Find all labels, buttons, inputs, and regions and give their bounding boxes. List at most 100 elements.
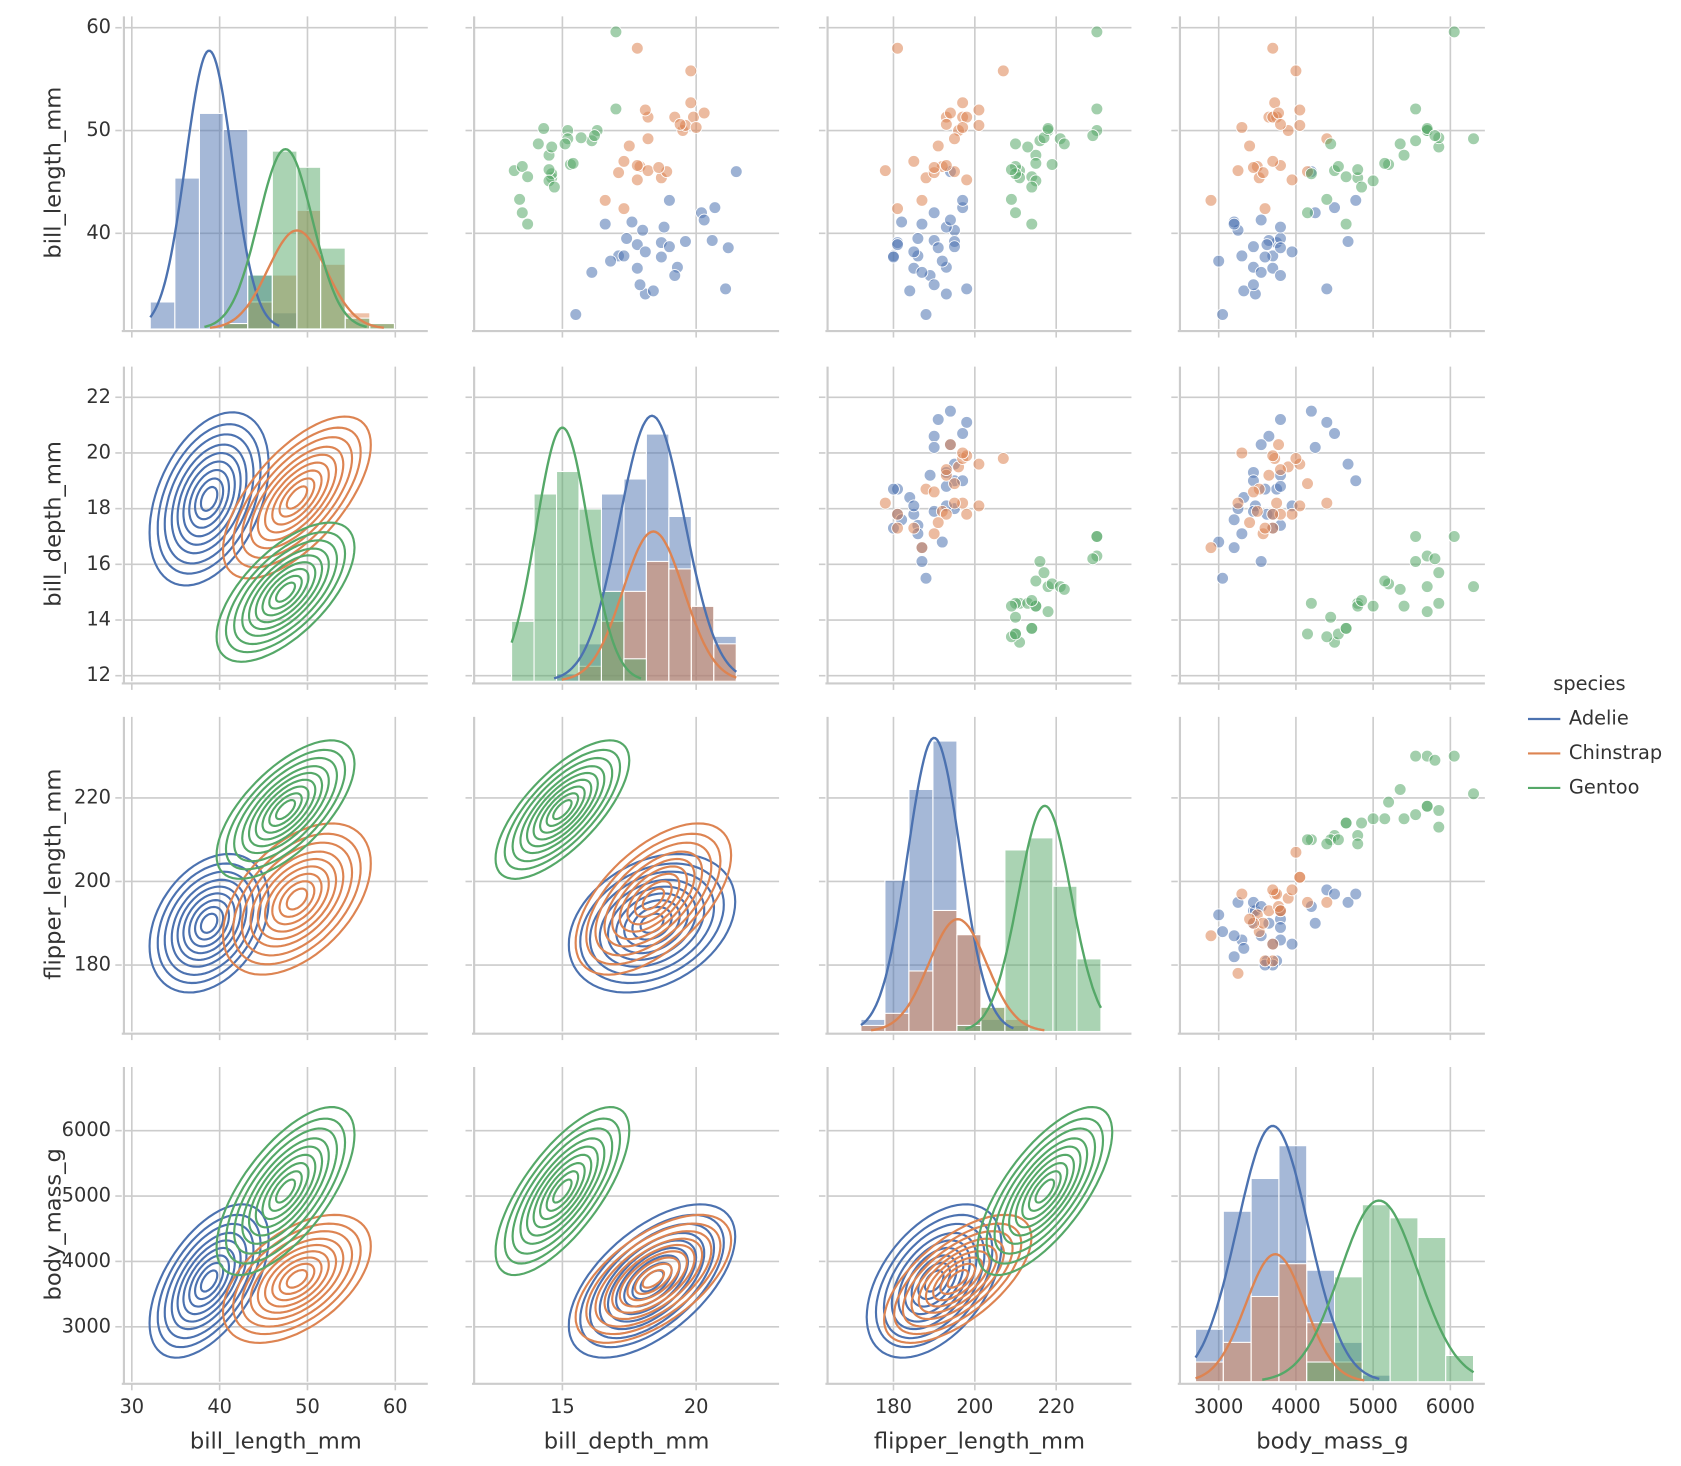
marks <box>148 411 372 663</box>
scatter-point <box>1090 102 1104 116</box>
scatter-point <box>927 441 941 454</box>
y-tick-label: 220 <box>74 785 111 808</box>
scatter-point <box>1409 134 1422 148</box>
density-contour <box>985 1117 1105 1265</box>
density-contour <box>247 771 324 848</box>
scatter-point <box>939 117 953 131</box>
scatter-point <box>721 241 735 255</box>
scatter-point <box>630 173 644 187</box>
scatter-point <box>1328 887 1341 901</box>
scatter-point <box>1378 574 1392 588</box>
scatter-point <box>931 241 945 255</box>
scatter-point <box>887 250 900 264</box>
scatter-point <box>1339 170 1353 184</box>
density-contour <box>511 756 614 863</box>
scatter-point <box>1339 816 1353 830</box>
scatter-point <box>1467 132 1480 146</box>
density-contour <box>494 1105 631 1277</box>
scatter-point <box>1272 438 1285 451</box>
histogram-bar <box>668 568 692 682</box>
scatter-point <box>1447 530 1461 543</box>
density-contour <box>976 1105 1114 1277</box>
density-curve <box>860 736 1014 1030</box>
scatter-point <box>1397 148 1411 162</box>
panel <box>1171 16 1485 338</box>
density-contour <box>247 1145 324 1237</box>
scatter-point <box>1231 164 1245 177</box>
histogram-bar <box>1250 1295 1280 1382</box>
density-contour <box>170 1231 248 1331</box>
density-contour <box>249 850 345 948</box>
density-contour <box>285 887 309 911</box>
scatter-point <box>585 266 599 279</box>
scatter-point <box>1432 820 1446 834</box>
histogram-bar <box>555 470 580 682</box>
legend-label: Chinstrap <box>1569 741 1662 764</box>
density-contour <box>924 1250 991 1308</box>
scatter-point <box>1041 605 1055 619</box>
density-contour <box>274 799 297 821</box>
scatter-point <box>878 496 892 510</box>
scatter-point <box>1420 122 1434 135</box>
scatter-point <box>1341 457 1355 471</box>
scatter-point <box>891 238 904 251</box>
density-contour <box>882 1222 986 1340</box>
density-contour <box>278 880 316 918</box>
marks <box>1204 25 1480 321</box>
scatter-point <box>625 215 639 229</box>
density-contour <box>224 531 347 654</box>
scatter-point <box>948 132 961 146</box>
panel: 12 14 16 18 20 22 bill_depth_mm <box>40 366 428 690</box>
scatter-point <box>915 266 929 279</box>
density-contour <box>256 1243 338 1314</box>
scatter-point <box>1349 887 1363 901</box>
marks <box>865 1105 1114 1359</box>
scatter-point <box>1409 530 1422 543</box>
scatter-point <box>1247 278 1260 292</box>
scatter-point <box>878 164 892 177</box>
scatter-point <box>548 180 561 194</box>
density-contour <box>910 1237 1006 1321</box>
y-axis-label: bill_depth_mm <box>40 441 66 607</box>
scatter-point <box>673 117 687 131</box>
scatter-point <box>1420 580 1434 593</box>
scatter-point <box>1378 157 1392 170</box>
scatter-point <box>1262 468 1276 482</box>
density-contour <box>618 1250 689 1308</box>
density-contour <box>594 841 713 957</box>
marks <box>148 1106 372 1359</box>
scatter-point <box>689 121 703 134</box>
scatter-point <box>887 482 900 496</box>
scatter-point <box>891 521 904 535</box>
density-contour <box>261 1161 310 1221</box>
scatter-point <box>1204 929 1218 943</box>
scatter-point <box>617 249 631 263</box>
scatter-point <box>907 245 921 259</box>
density-contour <box>585 1222 722 1336</box>
scatter-point <box>1301 833 1314 847</box>
scatter-point <box>956 427 969 440</box>
density-contour <box>285 485 309 510</box>
scatter-point <box>960 507 974 521</box>
scatter-point <box>956 446 969 460</box>
density-curve <box>209 229 385 329</box>
density-curve <box>561 530 737 681</box>
scatter-point <box>1274 480 1287 493</box>
marks <box>507 25 743 321</box>
density-curve <box>870 918 1045 1032</box>
scatter-point <box>911 232 925 245</box>
y-tick-label: 18 <box>86 496 111 519</box>
scatter-point <box>1289 845 1303 859</box>
histogram-bar <box>1076 958 1102 1032</box>
density-curve <box>204 147 367 329</box>
legend-label: Gentoo <box>1569 775 1640 798</box>
scatter-point <box>1212 254 1226 268</box>
density-contour <box>545 1170 580 1212</box>
scatter-point <box>1320 415 1334 429</box>
scatter-point <box>996 64 1010 78</box>
y-tick-label: 20 <box>86 440 111 463</box>
scatter-point <box>1274 117 1287 131</box>
y-tick-label: 6000 <box>62 1118 111 1141</box>
scatter-point <box>1216 308 1229 321</box>
scatter-point <box>907 521 921 535</box>
